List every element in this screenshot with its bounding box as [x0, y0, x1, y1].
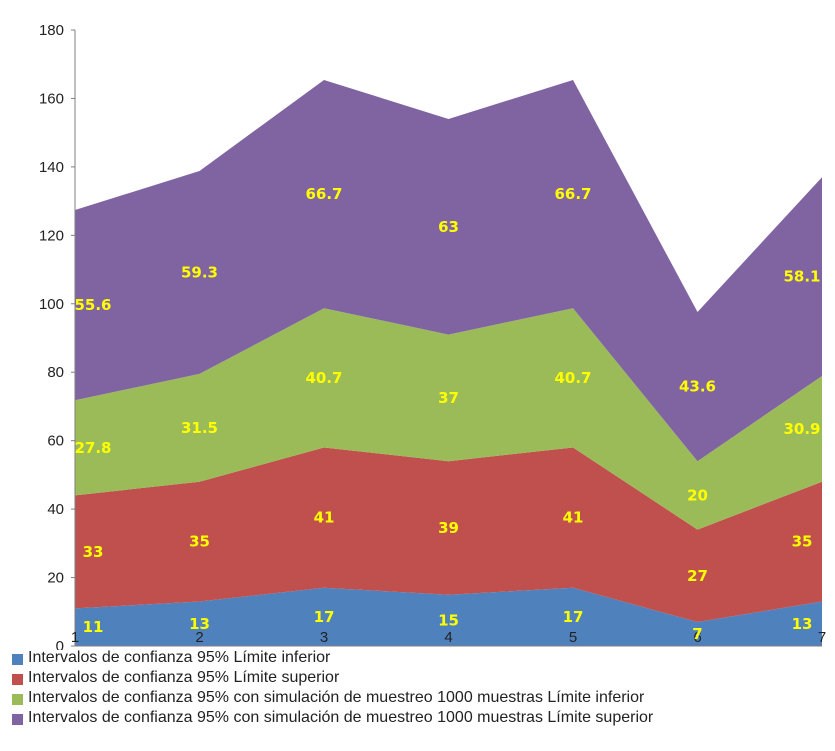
area-series-3 [75, 308, 822, 530]
y-tick-label: 160 [39, 90, 64, 107]
legend-swatch [12, 714, 23, 725]
legend-label: Intervalos de confianza 95% Límite super… [28, 669, 340, 686]
area-series-4 [75, 80, 822, 462]
y-tick-label: 40 [47, 501, 64, 518]
data-label: 13 [189, 615, 210, 633]
data-label: 58.1 [783, 268, 820, 286]
data-label: 33 [83, 543, 104, 561]
data-label: 27.8 [74, 439, 111, 457]
y-tick-label: 120 [39, 227, 64, 244]
legend-item: Intervalos de confianza 95% con simulaci… [12, 708, 812, 728]
y-tick-label: 140 [39, 159, 64, 176]
data-label: 55.6 [74, 296, 111, 314]
x-tick-label: 5 [569, 629, 577, 646]
data-label: 17 [314, 608, 335, 626]
y-tick-label: 180 [39, 22, 64, 39]
legend-label: Intervalos de confianza 95% con simulaci… [28, 709, 654, 726]
x-tick-label: 4 [444, 629, 452, 646]
y-tick-label: 20 [47, 570, 64, 587]
data-label: 17 [563, 608, 584, 626]
legend-swatch [12, 654, 23, 665]
y-tick-label: 60 [47, 433, 64, 450]
data-label: 41 [563, 509, 584, 527]
data-label: 63 [438, 218, 459, 236]
data-label: 30.9 [783, 420, 820, 438]
data-label: 35 [792, 533, 813, 551]
legend-swatch [12, 694, 23, 705]
data-label: 7 [692, 625, 702, 643]
x-tick-label: 2 [195, 629, 203, 646]
data-label: 11 [83, 618, 104, 636]
y-tick-label: 0 [56, 638, 64, 650]
data-label: 66.7 [305, 185, 342, 203]
y-tick-label: 100 [39, 296, 64, 313]
y-tick-label: 80 [47, 364, 64, 381]
data-label: 41 [314, 509, 335, 527]
data-label: 66.7 [554, 185, 591, 203]
data-label: 39 [438, 519, 459, 537]
data-label: 35 [189, 533, 210, 551]
data-label: 43.6 [679, 378, 716, 396]
data-label: 40.7 [305, 369, 342, 387]
legend-item: Intervalos de confianza 95% Límite infer… [12, 648, 812, 668]
x-tick-label: 7 [818, 629, 826, 646]
data-label: 31.5 [181, 419, 218, 437]
data-label: 37 [438, 389, 459, 407]
data-label: 40.7 [554, 369, 591, 387]
legend-swatch [12, 674, 23, 685]
data-label: 15 [438, 611, 459, 629]
data-label: 20 [687, 486, 708, 504]
data-label: 13 [792, 615, 813, 633]
legend: Intervalos de confianza 95% Límite infer… [12, 648, 812, 728]
data-label: 59.3 [181, 263, 218, 281]
data-label: 27 [687, 567, 708, 585]
legend-item: Intervalos de confianza 95% Límite super… [12, 668, 812, 688]
legend-label: Intervalos de confianza 95% con simulaci… [28, 689, 645, 706]
x-tick-label: 1 [71, 629, 79, 646]
area-series-2 [75, 447, 822, 622]
x-tick-label: 6 [693, 629, 701, 646]
legend-item: Intervalos de confianza 95% con simulaci… [12, 688, 812, 708]
x-tick-label: 3 [320, 629, 328, 646]
legend-label: Intervalos de confianza 95% Límite infer… [28, 649, 331, 666]
area-series-1 [75, 587, 822, 646]
